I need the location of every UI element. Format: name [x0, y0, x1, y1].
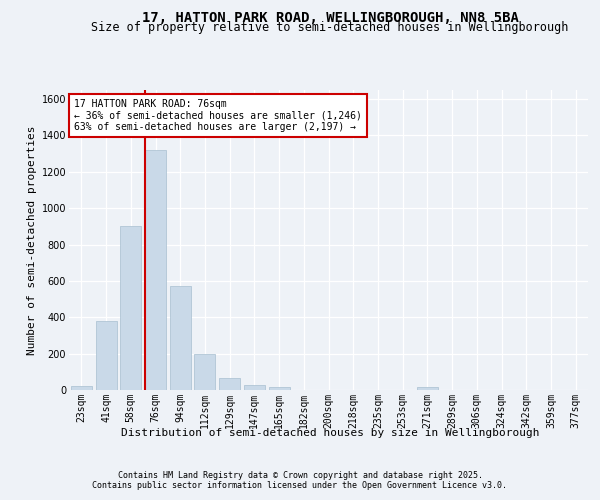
Text: Distribution of semi-detached houses by size in Wellingborough: Distribution of semi-detached houses by … — [121, 428, 539, 438]
Bar — [71, 386, 92, 390]
Bar — [269, 388, 290, 390]
Text: Contains HM Land Registry data © Crown copyright and database right 2025.: Contains HM Land Registry data © Crown c… — [118, 472, 482, 480]
Bar — [417, 388, 438, 390]
Bar — [170, 286, 191, 390]
Bar — [244, 384, 265, 390]
Bar — [219, 378, 240, 390]
Text: 17, HATTON PARK ROAD, WELLINGBOROUGH, NN8 5BA: 17, HATTON PARK ROAD, WELLINGBOROUGH, NN… — [142, 10, 518, 24]
Bar — [120, 226, 141, 390]
Y-axis label: Number of semi-detached properties: Number of semi-detached properties — [28, 125, 37, 355]
Bar — [95, 321, 116, 390]
Bar — [145, 150, 166, 390]
Text: Size of property relative to semi-detached houses in Wellingborough: Size of property relative to semi-detach… — [91, 21, 569, 34]
Text: Contains public sector information licensed under the Open Government Licence v3: Contains public sector information licen… — [92, 482, 508, 490]
Bar — [194, 354, 215, 390]
Text: 17 HATTON PARK ROAD: 76sqm
← 36% of semi-detached houses are smaller (1,246)
63%: 17 HATTON PARK ROAD: 76sqm ← 36% of semi… — [74, 99, 362, 132]
